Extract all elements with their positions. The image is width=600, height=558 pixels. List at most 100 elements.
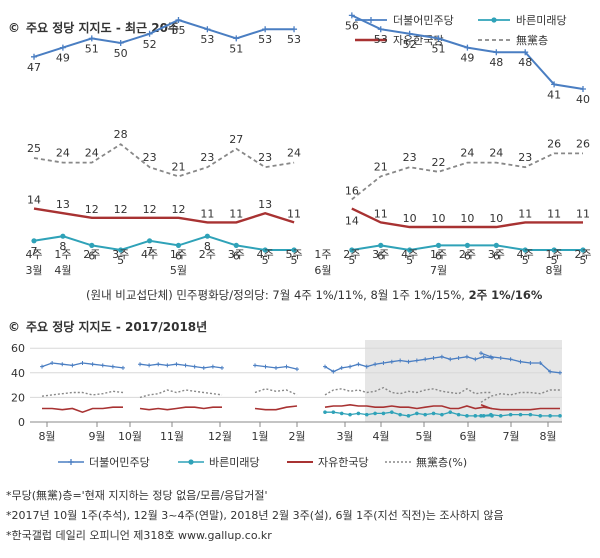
chart1-data-label: 10 — [432, 212, 446, 225]
shaded-band — [365, 340, 562, 422]
chart2-point — [381, 360, 386, 365]
chart1-data-label: 53 — [287, 33, 301, 46]
chart2-point — [538, 414, 543, 418]
chart1-point — [233, 242, 239, 248]
chart2-point — [473, 357, 478, 362]
chart2-point — [548, 414, 552, 418]
chart2-point — [439, 354, 444, 359]
chart1-data-label: 28 — [114, 128, 128, 141]
chart1-title-prefix: © — [8, 21, 20, 35]
chart2-point — [323, 410, 327, 414]
chart1-data-label: 26 — [576, 137, 590, 150]
chart2-point — [518, 412, 523, 417]
chart1-data-label: 11 — [200, 207, 214, 220]
chart2-grid — [30, 347, 562, 423]
chart1-series-line — [33, 143, 583, 201]
chart1-data-label: 27 — [229, 133, 243, 146]
chart1-point — [406, 30, 413, 37]
chart1-data-label: 5 — [580, 254, 587, 267]
chart1-data-label: 49 — [460, 52, 474, 65]
chart1-point — [493, 49, 500, 56]
chart1-point — [580, 86, 586, 92]
chart2-point — [323, 364, 327, 369]
chart1-data-label: 53 — [258, 33, 272, 46]
chart1-subnote: (원내 비교섭단체) 민주평화당/정의당: 7월 4주 1%/11%, 8월 1… — [86, 287, 542, 303]
chart1-data-label: 14 — [345, 215, 359, 228]
chart1-data-label: 12 — [171, 203, 185, 216]
chart1-data-label: 6 — [88, 249, 95, 262]
chart2-point — [210, 364, 215, 369]
chart1-data-label: 6 — [493, 249, 500, 262]
chart2-x-tick-label: 10월 — [118, 430, 142, 443]
chart1-x-month-label: 4월 — [54, 264, 71, 277]
chart1-data-label: 52 — [143, 38, 157, 51]
chart1-point — [31, 53, 37, 60]
chart2-point — [479, 351, 483, 356]
chart2-axes: 0 20 40 60 8월 9월 10월 11월 12월 1월 2월 3월 4월 5월 6월 7월 8월 — [11, 342, 557, 443]
chart1-data-label: 49 — [56, 52, 70, 65]
chart1-data-label: 21 — [171, 160, 185, 173]
chart2-point — [481, 354, 486, 359]
chart1-data-label: 25 — [27, 142, 41, 155]
chart2-point — [356, 362, 361, 367]
chart2-point — [406, 359, 411, 364]
chart2-series-line — [139, 406, 222, 411]
chart2-point — [538, 360, 543, 365]
legend-label: 無黨층(%) — [416, 455, 467, 469]
chart1-point — [175, 242, 182, 248]
chart2-x-tick-label: 8월 — [539, 430, 556, 443]
chart1-data-label: 12 — [143, 203, 157, 216]
chart2-point — [528, 412, 533, 417]
chart1-data-label: 12 — [114, 203, 128, 216]
footnote-1: *무당(無黨)층='현재 지지하는 정당 없음/모름/응답거절' — [6, 489, 268, 502]
chart2-x-tick-label: 12월 — [208, 430, 232, 443]
chart1-point — [88, 35, 95, 42]
chart2-point — [431, 356, 436, 361]
chart2-point — [390, 410, 394, 414]
chart2-point — [201, 365, 206, 370]
chart1-data-label: 48 — [518, 56, 532, 69]
chart1-subnote-text: (원내 비교섭단체) 민주평화당/정의당: 7월 4주 1%/11%, 8월 1… — [86, 288, 465, 302]
chart1-data-label: 24 — [460, 147, 474, 160]
chart2-x-tick-label: 2월 — [288, 430, 305, 443]
chart2-series-line — [480, 389, 560, 403]
chart1-data-label: 7 — [146, 245, 153, 258]
chart2-point — [423, 412, 428, 417]
chart2-point — [165, 363, 170, 368]
chart1-point — [204, 26, 211, 33]
chart2-y-tick-label: 40 — [11, 367, 25, 380]
chart1-data-label: 11 — [229, 207, 243, 220]
chart1-point — [464, 242, 471, 248]
chart2-point — [331, 410, 336, 414]
chart1-data-label: 5 — [522, 254, 529, 267]
chart1-data-label: 10 — [403, 212, 417, 225]
chart2-point — [465, 414, 469, 418]
chart1-data-label: 23 — [200, 151, 214, 164]
chart1-data-label: 16 — [345, 184, 359, 197]
chart1-data-label: 23 — [518, 151, 532, 164]
chart1-x-tick-label: 3주 — [112, 248, 129, 261]
chart1-point — [204, 233, 210, 239]
chart1-data-label: 5 — [291, 254, 298, 267]
chart2-x-tick-label: 7월 — [502, 430, 519, 443]
chart2-legend: 더불어민주당 바른미래당 자유한국당 無黨층(%) — [58, 455, 467, 469]
chart2-point — [339, 411, 344, 416]
chart2-point — [364, 412, 369, 417]
chart2-point — [558, 414, 562, 418]
chart1-data-label: 6 — [464, 249, 471, 262]
chart1-point — [349, 247, 355, 253]
chart1-data-label: 22 — [432, 156, 446, 169]
chart1-point — [522, 49, 529, 56]
chart1-x-tick-label: 3주 — [488, 248, 505, 261]
chart1-data-label: 6 — [233, 249, 240, 262]
legend-label: 바른미래당 — [209, 456, 260, 469]
chart2-x-tick-label: 5월 — [415, 430, 432, 443]
chart1-point — [262, 26, 269, 33]
chart2-series-line — [254, 388, 298, 396]
chart1-x-tick-label: 5주 — [285, 248, 302, 261]
chart1-data-label: 23 — [258, 151, 272, 164]
chart2-point — [192, 364, 197, 369]
chart2-series-line — [42, 406, 123, 414]
chart1-point — [291, 26, 298, 33]
